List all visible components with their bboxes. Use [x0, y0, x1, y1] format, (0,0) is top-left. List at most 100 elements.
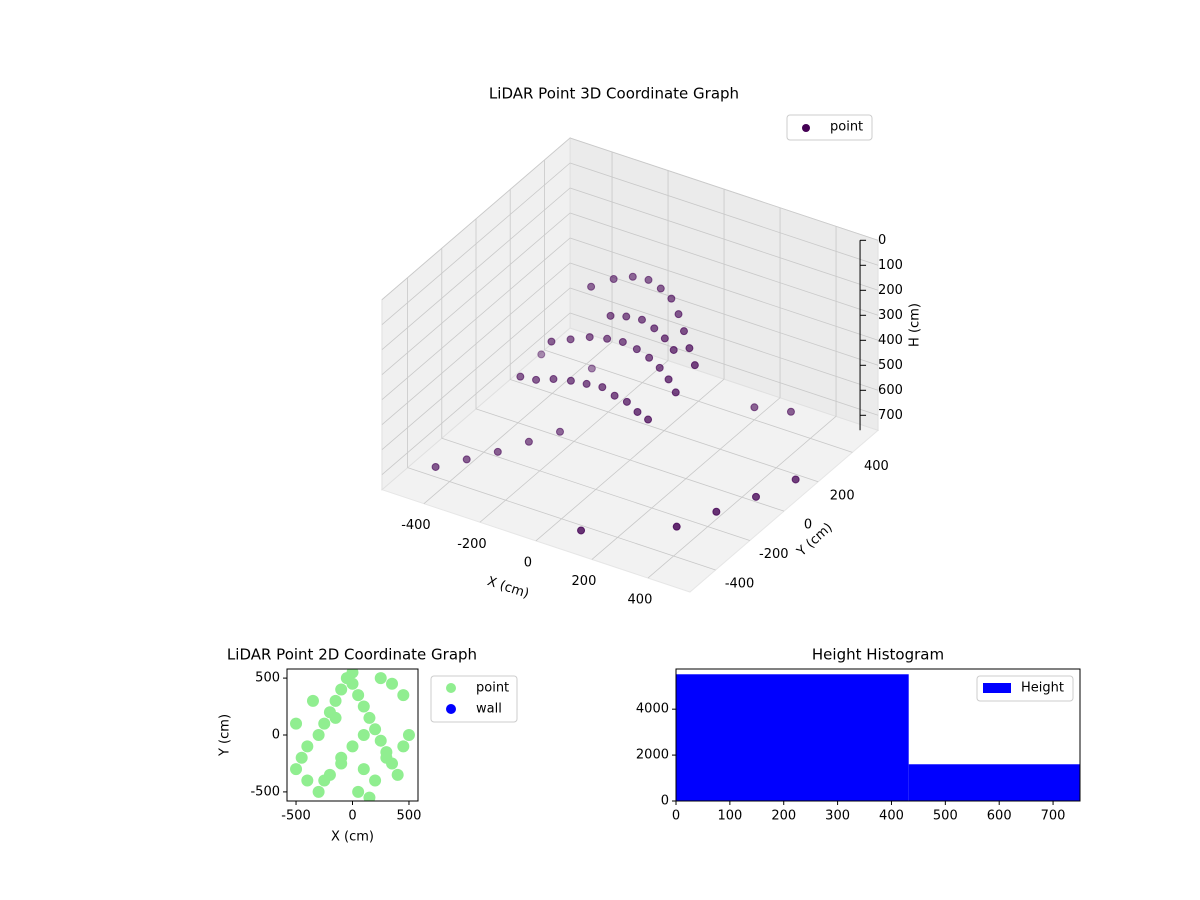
point: [374, 734, 387, 747]
point: [357, 700, 370, 713]
point: [301, 740, 314, 753]
legend-marker: [802, 124, 810, 132]
point: [752, 492, 760, 501]
point: [609, 275, 618, 283]
y-tick-label: 0: [804, 518, 812, 533]
point: [374, 672, 387, 685]
legend-marker: [446, 683, 456, 693]
point: [397, 740, 410, 753]
x-tick-label: 300: [825, 809, 850, 824]
legend-label: Height: [1021, 681, 1064, 696]
grid-line: [381, 312, 571, 476]
point: [656, 284, 665, 293]
grid-line: [381, 187, 571, 351]
point: [357, 763, 370, 776]
z-tick-label: 0: [878, 233, 886, 248]
x-tick-label: -200: [457, 537, 487, 552]
point: [577, 526, 586, 535]
z-tick-label: 100: [878, 258, 903, 273]
point: [645, 353, 654, 362]
grid-line: [569, 287, 879, 391]
point: [369, 774, 382, 787]
point: [632, 345, 641, 354]
point: [301, 774, 314, 787]
grid-line: [569, 162, 879, 266]
point: [290, 717, 303, 730]
chart-title: LiDAR Point 2D Coordinate Graph: [227, 646, 477, 664]
point: [628, 272, 637, 281]
point: [610, 391, 619, 400]
point: [598, 383, 607, 392]
x-tick-label: 0: [348, 809, 356, 824]
y-tick-label: -200: [759, 547, 789, 562]
legend-box: [430, 675, 518, 723]
point: [318, 774, 331, 787]
y-tick-label: 200: [830, 488, 855, 503]
point: [318, 717, 331, 730]
x-tick-label: -400: [401, 518, 431, 533]
point: [672, 522, 681, 531]
point: [386, 677, 399, 690]
x-tick-label: 600: [987, 809, 1012, 824]
point: [644, 275, 653, 284]
point: [587, 364, 596, 373]
point: [363, 791, 376, 801]
point: [431, 462, 440, 471]
legend-label: wall: [476, 702, 502, 717]
grid-line: [569, 212, 879, 316]
point: [667, 294, 676, 303]
point: [295, 751, 308, 764]
grid-line: [569, 187, 879, 291]
y-tick-label: 2000: [636, 748, 669, 763]
point: [346, 740, 359, 753]
point: [346, 677, 359, 690]
point: [363, 711, 376, 724]
grid-line: [475, 408, 785, 512]
point: [462, 455, 471, 464]
z-tick-label: 600: [878, 383, 903, 398]
point: [380, 751, 393, 764]
grid-line: [510, 379, 819, 483]
y-tick-label: 500: [255, 671, 280, 686]
point: [556, 427, 564, 436]
grid-line: [381, 262, 571, 426]
z-tick-label: 400: [878, 333, 903, 348]
point: [637, 315, 646, 324]
point: [690, 361, 699, 370]
grid-line: [569, 137, 879, 241]
point: [329, 694, 342, 707]
x-tick-label: 700: [1041, 809, 1066, 824]
y-axis-label: Y (cm): [218, 714, 233, 757]
x-tick-label: 500: [397, 809, 422, 824]
z-tick-label: 200: [878, 283, 903, 298]
bar: [676, 674, 909, 801]
y-axis-label: Y (cm): [794, 520, 836, 560]
point: [537, 350, 546, 359]
point: [397, 689, 410, 702]
point: [650, 324, 659, 333]
point: [671, 388, 680, 397]
bar: [908, 764, 1080, 801]
point: [582, 379, 591, 388]
y-tick-label: 400: [864, 459, 889, 474]
grid-line: [381, 212, 571, 376]
point: [335, 683, 348, 696]
x-tick-label: 100: [717, 809, 742, 824]
chart-title: Height Histogram: [812, 646, 944, 664]
point: [516, 372, 525, 381]
point: [669, 345, 678, 354]
grid-line: [441, 437, 750, 541]
point: [290, 763, 303, 776]
legend-label: point: [830, 120, 863, 135]
point: [664, 375, 673, 384]
point: [566, 376, 575, 385]
x-tick-label: 500: [933, 809, 958, 824]
y-tick-label: -500: [250, 784, 280, 799]
x-tick-label: -500: [281, 809, 311, 824]
legend-marker: [446, 704, 456, 714]
point: [660, 334, 669, 343]
point: [524, 437, 533, 446]
point: [622, 312, 631, 321]
point: [532, 375, 541, 384]
axes-frame: [675, 668, 1081, 802]
